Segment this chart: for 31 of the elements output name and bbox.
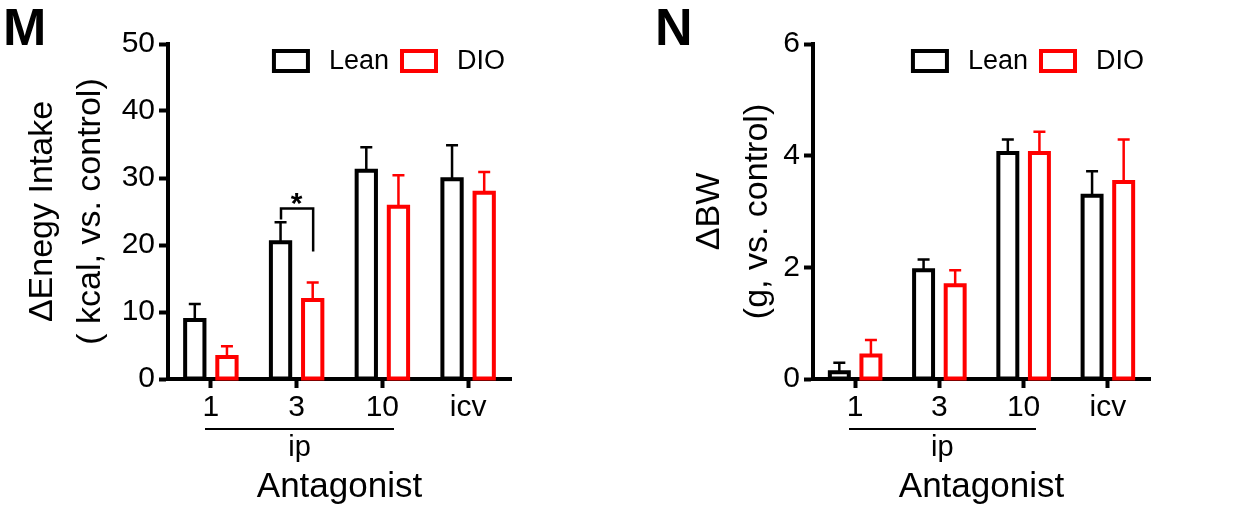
- y-tick-label: 0: [783, 360, 800, 394]
- x-axis-title: Antagonist: [256, 464, 423, 504]
- y-tick-label: 20: [121, 226, 155, 260]
- y-tick-label: 2: [783, 248, 800, 282]
- y-tick-label: 4: [783, 136, 800, 170]
- legend-label: DIO: [457, 45, 506, 76]
- y-tick-label: 0: [138, 360, 155, 394]
- y-tick-label: 40: [121, 92, 155, 126]
- x-tick-label: 1: [846, 389, 864, 423]
- x-tick-label: 10: [1006, 389, 1041, 423]
- y-tick-label: 30: [121, 159, 155, 193]
- annotation: *: [290, 186, 303, 219]
- legend-label: DIO: [1096, 45, 1145, 76]
- text: ip: [931, 430, 954, 462]
- x-tick-label: 3: [931, 389, 948, 423]
- y-tick-label: 10: [121, 293, 155, 327]
- y-tick-label: 50: [121, 25, 155, 59]
- legend-label: Lean: [967, 45, 1029, 76]
- x-tick-label: 10: [365, 389, 400, 423]
- chart-title: M: [3, 0, 47, 56]
- x-tick-label: icv: [1089, 389, 1127, 423]
- x-tick-label: 3: [288, 389, 305, 423]
- y-tick-label: 6: [783, 25, 800, 59]
- x-axis-title: Antagonist: [898, 464, 1065, 504]
- chart-title: N: [655, 0, 693, 56]
- y-axis-title: ΔBW (g, vs. control): [688, 103, 774, 320]
- y-axis-title: ΔEnegy Intake ( kcal, vs. control): [21, 78, 107, 345]
- x-tick-label: icv: [449, 389, 487, 423]
- text: ip: [288, 430, 311, 462]
- x-tick-label: 1: [202, 389, 220, 423]
- legend-label: Lean: [328, 45, 390, 76]
